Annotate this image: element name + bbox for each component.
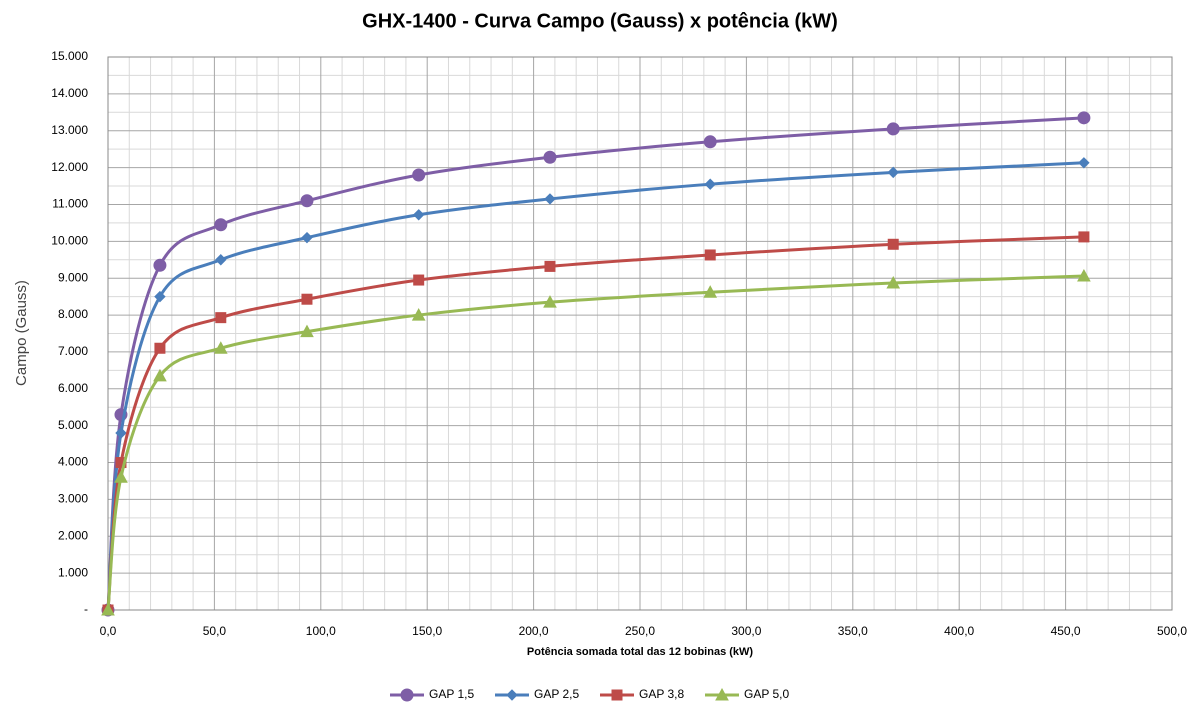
x-tick-label: 450,0 [1051,624,1081,638]
marker [215,312,227,324]
y-tick-label: 3.000 [58,492,88,506]
marker [153,258,167,272]
marker [704,249,716,261]
marker [412,209,425,221]
x-tick-label: 400,0 [944,624,974,638]
y-tick-label: - [84,602,88,616]
marker [544,193,556,205]
legend-marker [506,689,518,701]
x-tick-label: 300,0 [731,624,761,638]
x-tick-label: 50,0 [203,624,227,638]
marker [214,218,228,232]
y-tick-label: 8.000 [58,307,88,321]
series-line [106,116,1084,611]
y-axis-title: Campo (Gauss) [13,280,30,386]
marker [114,470,128,483]
marker [703,285,718,298]
marker [153,368,167,382]
x-axis-title: Potência somada total das 12 bobinas (kW… [527,646,753,658]
marker [101,602,115,616]
legend-label: GAP 5,0 [744,687,789,701]
legend-item: GAP 3,8 [600,687,684,701]
legend-item: GAP 5,0 [705,687,789,701]
marker [1078,157,1090,169]
x-tick-label: 0,0 [100,624,117,638]
y-tick-label: 11.000 [52,197,88,211]
marker [300,324,314,338]
legend-marker [611,689,623,701]
y-tick-label: 6.000 [58,381,88,395]
marker [215,254,227,266]
marker [544,260,556,272]
y-tick-label: 10.000 [51,234,88,248]
marker [115,427,127,439]
legend-marker [400,688,414,702]
legend-item: GAP 1,5 [390,687,474,702]
y-tick-label: 13.000 [51,123,88,137]
legend-marker [715,687,729,701]
marker [543,150,557,164]
series-line [106,235,1084,611]
marker [887,166,899,179]
y-tick-label: 1.000 [58,565,88,579]
x-tick-label: 200,0 [519,624,549,638]
marker [154,290,166,303]
marker [1078,231,1090,243]
marker [704,178,716,190]
y-tick-label: 14.000 [51,86,88,100]
marker [886,275,901,289]
y-tick-label: 5.000 [58,418,88,432]
marker [411,308,426,321]
marker [1077,268,1091,282]
x-tick-label: 250,0 [625,624,655,638]
x-tick-label: 100,0 [306,624,336,638]
y-tick-label: 2.000 [58,528,88,542]
y-tick-label: 15.000 [51,49,88,63]
legend-item: GAP 2,5 [495,687,579,701]
marker [703,135,717,149]
x-tick-label: 150,0 [412,624,442,638]
marker [213,341,228,354]
y-tick-label: 9.000 [58,270,88,284]
legend-label: GAP 3,8 [639,687,684,701]
marker [300,194,314,208]
marker [301,231,313,244]
x-tick-label: 500,0 [1157,624,1187,638]
marker [413,274,425,286]
marker [154,342,166,354]
y-tick-label: 7.000 [58,344,88,358]
y-tick-label: 4.000 [58,455,88,469]
chart-title: GHX-1400 - Curva Campo (Gauss) x potênci… [362,10,838,32]
marker [886,122,900,136]
legend-label: GAP 1,5 [429,687,474,701]
marker [412,168,426,182]
legend-label: GAP 2,5 [534,687,579,701]
marker [301,293,313,305]
series-line [106,161,1084,611]
x-tick-label: 350,0 [838,624,868,638]
plot-border [107,56,1173,611]
marker [1077,111,1091,125]
y-tick-label: 12.000 [51,160,88,174]
marker [543,295,557,308]
marker [887,238,899,250]
